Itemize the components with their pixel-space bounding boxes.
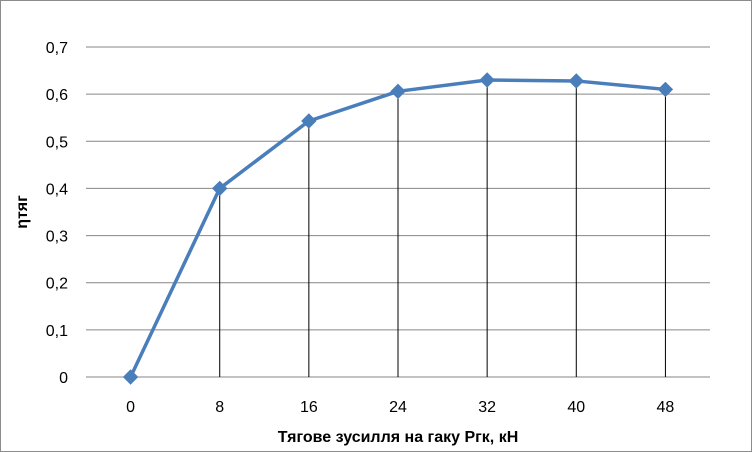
x-tick-label: 48 bbox=[657, 399, 675, 416]
x-axis-ticks: 0 8 16 24 32 40 48 bbox=[126, 399, 674, 416]
data-point bbox=[568, 73, 584, 89]
y-tick-label: 0,3 bbox=[46, 229, 68, 246]
x-tick-label: 24 bbox=[389, 399, 407, 416]
series-layer bbox=[122, 72, 674, 385]
y-tick-label: 0,1 bbox=[46, 323, 68, 340]
y-tick-label: 0,5 bbox=[46, 134, 68, 151]
x-tick-label: 40 bbox=[567, 399, 585, 416]
y-axis-ticks: 0 0,1 0,2 0,3 0,4 0,5 0,6 0,7 bbox=[46, 40, 68, 387]
y-axis-title: ηтяг bbox=[14, 195, 31, 229]
data-point bbox=[657, 81, 674, 98]
x-tick-label: 8 bbox=[215, 399, 224, 416]
data-point bbox=[390, 83, 406, 100]
data-point bbox=[479, 72, 495, 88]
y-tick-label: 0,2 bbox=[46, 276, 68, 293]
data-point bbox=[301, 113, 317, 129]
y-tick-label: 0,4 bbox=[46, 181, 68, 198]
drop-lines bbox=[219, 80, 666, 377]
y-tick-label: 0,6 bbox=[46, 87, 68, 104]
y-tick-label: 0 bbox=[59, 370, 68, 387]
x-tick-label: 32 bbox=[478, 399, 496, 416]
x-tick-label: 0 bbox=[126, 399, 135, 416]
x-axis-title: Тягове зусилля на гаку Ргк, кН bbox=[278, 429, 519, 446]
data-point bbox=[122, 369, 139, 385]
x-tick-label: 16 bbox=[300, 399, 318, 416]
data-point bbox=[212, 180, 228, 197]
y-tick-label: 0,7 bbox=[46, 40, 68, 57]
